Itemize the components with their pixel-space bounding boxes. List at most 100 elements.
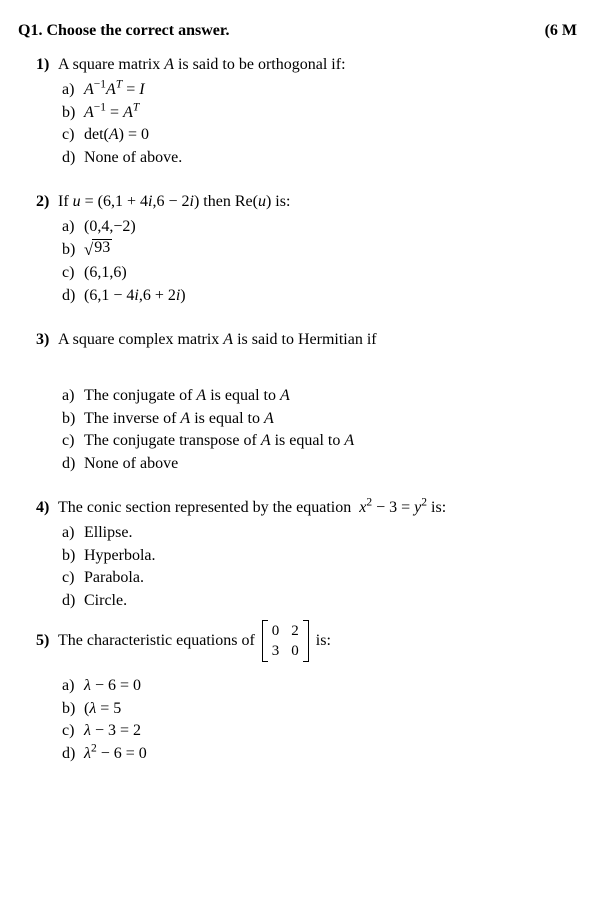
option-d: d) None of above. [62,147,577,169]
text: det( [84,126,109,143]
option-text: (6,1 − 4i,6 + 2i) [84,285,186,307]
option-text: The conjugate transpose of A is equal to… [84,430,354,452]
option-text: Hyperbola. [84,545,156,567]
matrix-cell: 3 [272,641,280,661]
sup: T [133,101,139,113]
option-c: c) λ − 3 = 2 [62,720,577,742]
option-d: d) (6,1 − 4i,6 + 2i) [62,285,577,307]
option-b: b) A−1 = AT [62,102,577,124]
text: = [106,104,123,121]
option-a: a) λ − 6 = 0 [62,675,577,697]
question-3: 3) A square complex matrix A is said to … [36,329,577,475]
sqrt-arg: 93 [92,239,112,256]
text: ) then Re( [194,193,258,210]
option-label: d) [62,453,84,475]
matrix-icon: 0 2 3 0 [262,620,309,663]
option-text: (λ = 5 [84,698,121,720]
var: λ [84,722,91,739]
option-a: a) A−1AT = I [62,79,577,101]
option-text: None of above. [84,147,182,169]
var: λ [84,745,91,762]
option-b: b) (λ = 5 [62,698,577,720]
var: A [164,56,174,73]
option-label: d) [62,285,84,307]
var: A [123,104,133,121]
option-label: a) [62,385,84,407]
option-label: c) [62,720,84,742]
var: A [84,104,94,121]
question-stem: The conic section represented by the equ… [58,497,446,519]
text: is said to be orthogonal if: [174,56,346,73]
text: is equal to [190,410,264,427]
text: = (6,1 + 4 [81,193,148,210]
var: A [109,126,119,143]
text: ) = 0 [119,126,149,143]
option-label: b) [62,408,84,430]
text: − 3 = [372,499,414,516]
question-stem: The characteristic equations of 0 2 3 0 … [58,620,331,663]
question-stem: If u = (6,1 + 4i,6 − 2i) then Re(u) is: [58,191,290,213]
option-label: c) [62,262,84,284]
var: A [180,410,190,427]
text: − 3 = 2 [91,722,141,739]
sup: −1 [94,101,106,113]
matrix-cell: 2 [291,621,299,641]
option-text: Parabola. [84,567,144,589]
var: u [258,193,266,210]
text: The conic section represented by the equ… [58,499,359,516]
option-b: b)Hyperbola. [62,545,577,567]
text: The conjugate transpose of [84,432,261,449]
option-label: d) [62,147,84,169]
option-text: λ − 3 = 2 [84,720,141,742]
option-c: c)Parabola. [62,567,577,589]
text: ) is: [266,193,290,210]
text: ,6 + 2 [139,287,176,304]
option-a: a) The conjugate of A is equal to A [62,385,577,407]
text: (6,1 − 4 [84,287,134,304]
var: A [280,387,290,404]
var: λ [84,677,91,694]
question-number: 3) [36,329,58,351]
sqrt-icon: √ 93 [84,239,112,262]
var: A [196,387,206,404]
text: The inverse of [84,410,180,427]
text: ) [180,287,185,304]
option-text: Circle. [84,590,127,612]
option-text: λ2 − 6 = 0 [84,743,147,765]
question-number: 1) [36,54,58,76]
option-text: A−1 = AT [84,102,139,124]
option-label: d) [62,590,84,612]
var: A [344,432,354,449]
option-b: b) √ 93 [62,239,577,262]
text: is equal to [206,387,280,404]
text: − 6 = 0 [97,745,147,762]
text: If [58,193,73,210]
question-number: 4) [36,497,58,519]
question-stem: A square matrix A is said to be orthogon… [58,54,346,76]
text: is said to Hermitian if [233,331,377,348]
option-c: c) The conjugate transpose of A is equal… [62,430,577,452]
question-stem: A square complex matrix A is said to Her… [58,329,377,351]
question-1: 1) A square matrix A is said to be ortho… [36,54,577,169]
var: u [73,193,81,210]
option-text: The inverse of A is equal to A [84,408,274,430]
option-label: b) [62,102,84,124]
option-text: det(A) = 0 [84,124,149,146]
sup: −1 [94,79,106,91]
option-label: d) [62,743,84,765]
option-text: The conjugate of A is equal to A [84,385,290,407]
var: A [106,81,116,98]
option-label: b) [62,545,84,567]
var: A [264,410,274,427]
question-5: 5) The characteristic equations of 0 2 3… [36,620,577,765]
var: A [223,331,233,348]
text: A square complex matrix [58,331,223,348]
option-label: c) [62,430,84,452]
matrix-cell: 0 [272,621,280,641]
option-label: b) [62,698,84,720]
option-text: λ − 6 = 0 [84,675,141,697]
option-d: d) λ2 − 6 = 0 [62,743,577,765]
marks-label: (6 M [545,20,577,42]
option-d: d) None of above [62,453,577,475]
option-text: None of above [84,453,178,475]
